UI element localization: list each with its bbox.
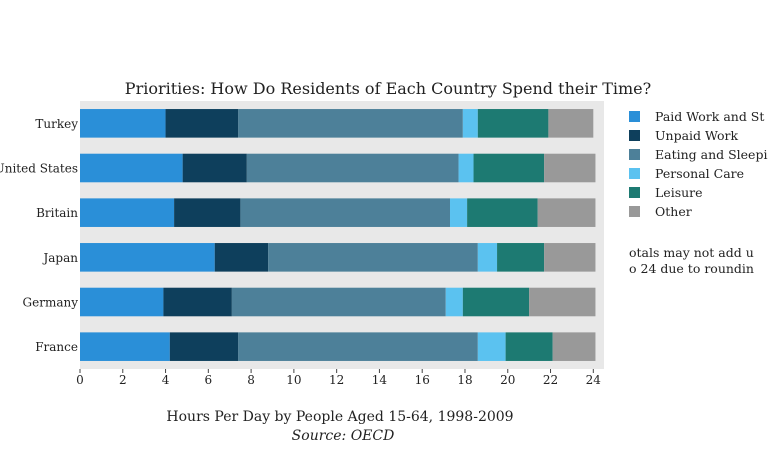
legend-label: Leisure bbox=[655, 185, 703, 200]
bar-segment-japan-3 bbox=[477, 243, 498, 272]
bar-segment-united-states-2 bbox=[246, 153, 459, 183]
x-tick-label: 24 bbox=[586, 373, 602, 387]
bar-segment-britain-2 bbox=[240, 198, 451, 227]
legend-label: Other bbox=[655, 204, 692, 219]
x-tick-label: 8 bbox=[247, 373, 255, 387]
bar-segment-turkey-2 bbox=[238, 109, 463, 138]
legend-label: Unpaid Work bbox=[655, 128, 739, 143]
bar-segment-united-states-0 bbox=[80, 153, 183, 183]
x-tick-label: 4 bbox=[162, 373, 170, 387]
bar-segment-britain-4 bbox=[467, 198, 538, 227]
x-tick-label: 22 bbox=[543, 373, 558, 387]
source-note: Source: OECD bbox=[292, 428, 395, 444]
bar-segment-united-states-4 bbox=[473, 153, 545, 183]
x-tick-label: 10 bbox=[286, 373, 301, 387]
chart-title: Priorities: How Do Residents of Each Cou… bbox=[125, 79, 651, 98]
bar-segment-germany-2 bbox=[231, 287, 446, 317]
bar-segment-japan-2 bbox=[268, 243, 478, 272]
legend-label: Personal Care bbox=[655, 166, 744, 181]
bar-segment-japan-5 bbox=[544, 243, 596, 272]
bar-segment-france-0 bbox=[80, 332, 170, 361]
bar-segment-japan-1 bbox=[214, 243, 269, 272]
y-tick-label: France bbox=[35, 340, 78, 354]
bar-segment-france-3 bbox=[477, 332, 506, 361]
x-tick-label: 2 bbox=[119, 373, 127, 387]
bar-segment-france-4 bbox=[505, 332, 553, 361]
bar-segment-turkey-0 bbox=[80, 109, 166, 138]
bar-segment-turkey-3 bbox=[462, 109, 478, 138]
bar-segment-turkey-1 bbox=[165, 109, 239, 138]
bar-segment-germany-0 bbox=[80, 287, 164, 317]
x-tick-label: 0 bbox=[76, 373, 84, 387]
bar-segment-united-states-5 bbox=[544, 153, 596, 183]
bar-segment-france-1 bbox=[169, 332, 239, 361]
rounding-note-line-1: otals may not add u bbox=[629, 245, 754, 260]
legend-swatch bbox=[629, 130, 640, 141]
bar-segment-germany-1 bbox=[163, 287, 232, 317]
x-tick-label: 12 bbox=[329, 373, 344, 387]
bar-segment-japan-4 bbox=[497, 243, 545, 272]
x-tick-label: 20 bbox=[500, 373, 515, 387]
y-tick-label: Japan bbox=[41, 251, 78, 265]
bar-segment-britain-5 bbox=[537, 198, 596, 227]
legend-label: Paid Work and St bbox=[655, 109, 764, 124]
bar-segment-britain-0 bbox=[80, 198, 175, 227]
rounding-note-line-2: o 24 due to roundin bbox=[629, 261, 754, 276]
bar-segment-united-states-3 bbox=[458, 153, 474, 183]
x-tick-label: 18 bbox=[457, 373, 472, 387]
legend-swatch bbox=[629, 206, 640, 217]
bar-segment-france-2 bbox=[238, 332, 478, 361]
bar-segment-germany-4 bbox=[462, 287, 530, 317]
legend-swatch bbox=[629, 149, 640, 160]
y-tick-label: Germany bbox=[23, 296, 79, 310]
bar-segment-japan-0 bbox=[80, 243, 215, 272]
x-tick-label: 14 bbox=[372, 373, 388, 387]
legend-swatch bbox=[629, 168, 640, 179]
bar-segment-turkey-5 bbox=[548, 109, 594, 138]
bar-segment-united-states-1 bbox=[182, 153, 247, 183]
legend-swatch bbox=[629, 187, 640, 198]
bar-segment-france-5 bbox=[552, 332, 596, 361]
x-tick-label: 16 bbox=[415, 373, 430, 387]
legend: Paid Work and St Unpaid Work Eating and Sl… bbox=[629, 109, 767, 219]
bar-segment-britain-1 bbox=[174, 198, 241, 227]
bars-group bbox=[80, 109, 596, 361]
y-tick-label: Britain bbox=[36, 206, 78, 220]
bar-segment-britain-3 bbox=[450, 198, 468, 227]
y-tick-label: United States bbox=[0, 162, 78, 176]
bar-segment-turkey-4 bbox=[477, 109, 549, 138]
plot-background bbox=[80, 101, 604, 369]
x-axis-label: Hours Per Day by People Aged 15-64, 1998… bbox=[166, 409, 513, 425]
x-axis-ticks: 0 2 4 6 8 10 12 14 16 18 20 22 24 bbox=[76, 369, 601, 387]
legend-swatch bbox=[629, 111, 640, 122]
bar-segment-germany-3 bbox=[445, 287, 463, 317]
x-tick-label: 6 bbox=[205, 373, 213, 387]
bar-segment-germany-5 bbox=[529, 287, 596, 317]
legend-label: Eating and Sleepi bbox=[655, 147, 767, 162]
y-axis-labels: France Germany Japan Britain United States Tu… bbox=[0, 117, 78, 354]
y-tick-label: Turkey bbox=[35, 117, 78, 131]
